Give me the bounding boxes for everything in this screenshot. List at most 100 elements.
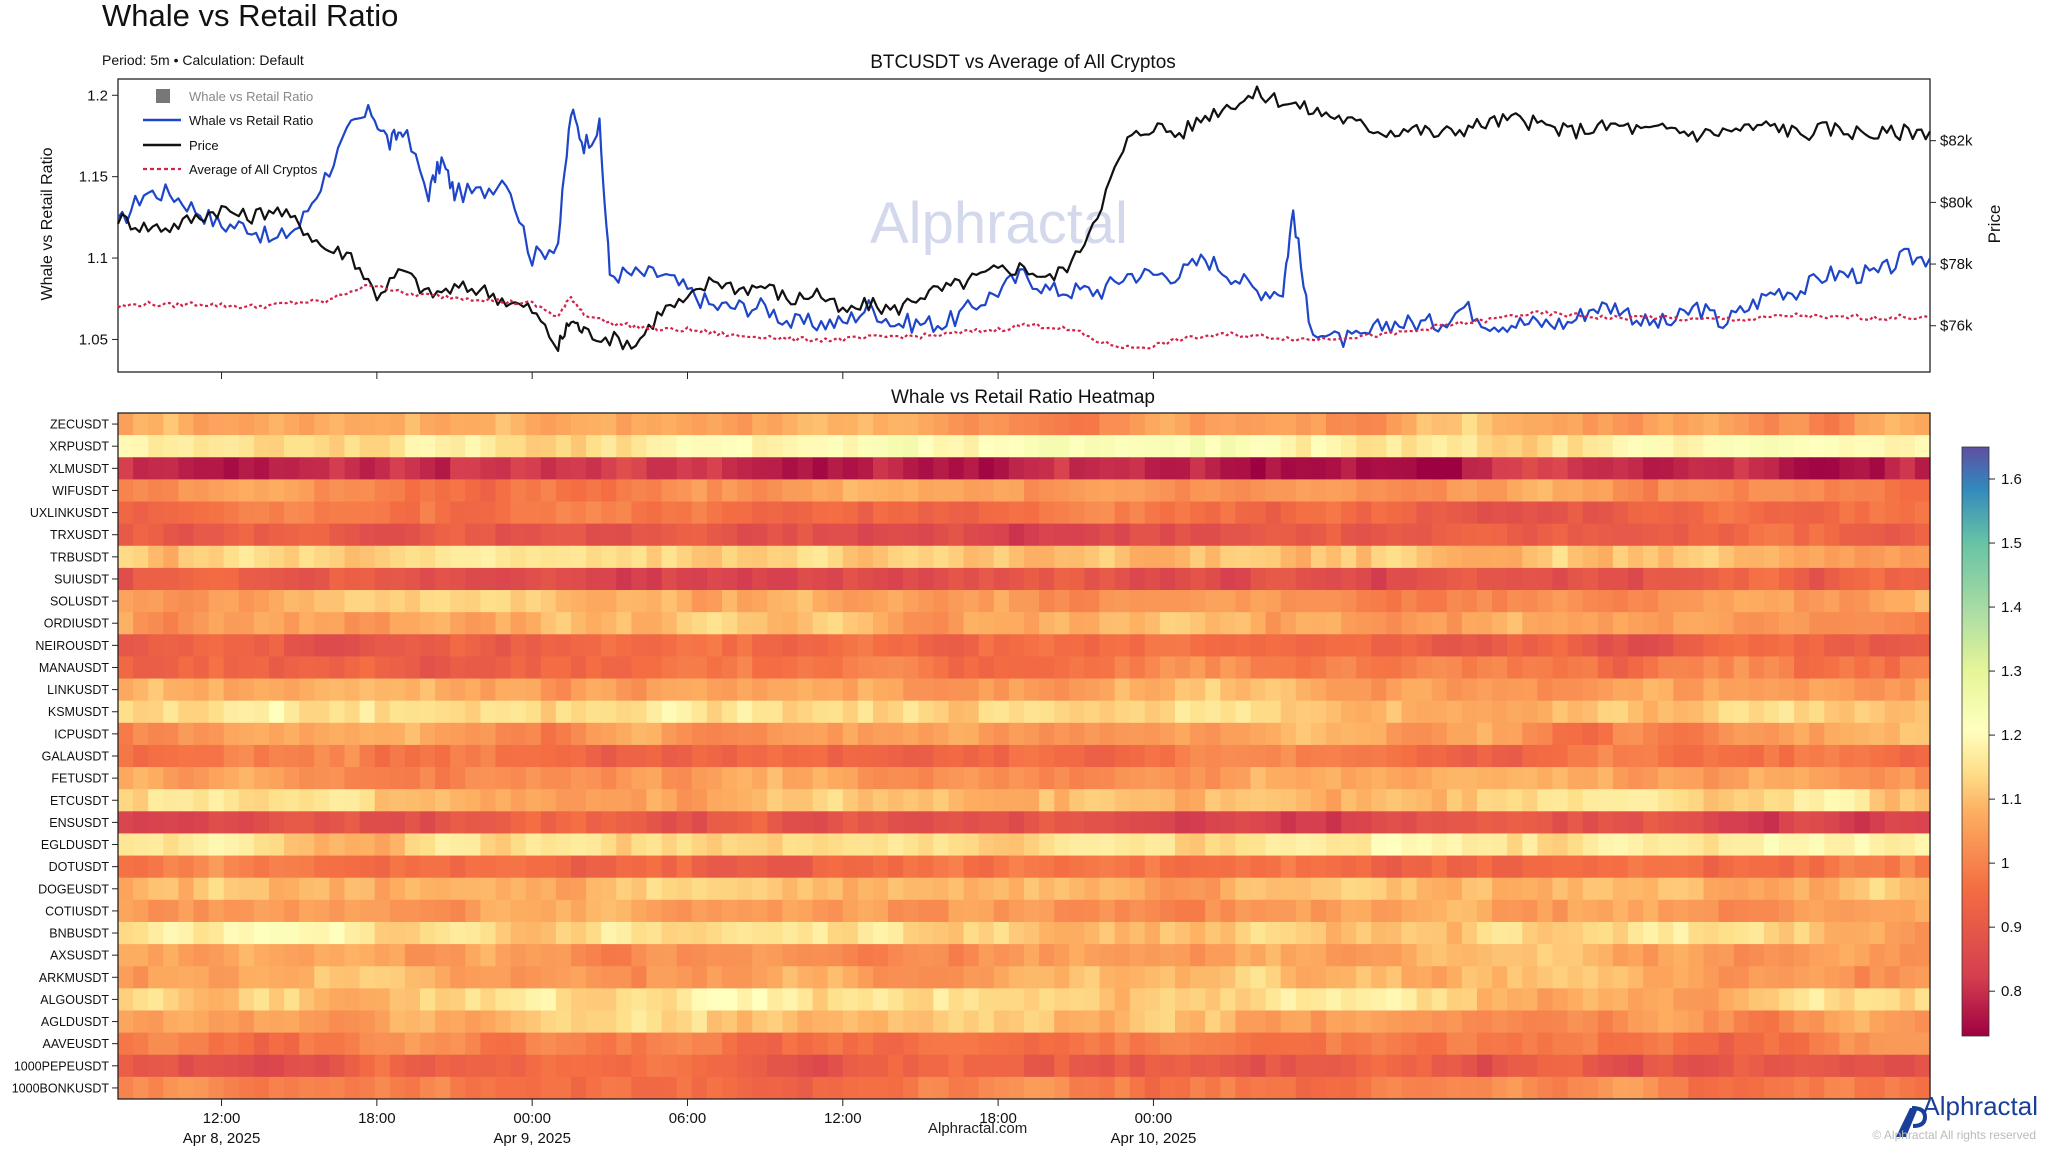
heatmap-cell xyxy=(1008,545,1025,569)
heatmap-cell xyxy=(1703,523,1720,547)
heatmap-cell xyxy=(133,479,149,502)
heatmap-cell xyxy=(1039,722,1055,746)
heatmap-cell xyxy=(344,1010,361,1034)
heatmap-cell xyxy=(586,678,602,702)
heatmap-cell xyxy=(842,789,859,812)
heatmap-cell xyxy=(1779,944,1795,967)
heatmap-cell xyxy=(586,479,602,502)
heatmap-cell xyxy=(1492,1010,1508,1034)
heatmap-cell xyxy=(1748,545,1765,569)
heatmap-cell xyxy=(1099,921,1116,945)
heatmap-cell xyxy=(495,988,512,1011)
heatmap-cell xyxy=(1733,523,1750,547)
heatmap-cell xyxy=(555,921,572,945)
heatmap-cell xyxy=(359,988,376,1011)
heatmap-cell xyxy=(208,921,225,945)
heatmap-cell xyxy=(1461,1076,1478,1100)
heatmap-row-label: XLMUSDT xyxy=(49,462,109,476)
heatmap-cell xyxy=(993,789,1010,812)
heatmap-cell xyxy=(208,634,225,657)
heatmap-cell xyxy=(223,944,240,967)
heatmap-cell xyxy=(435,744,451,768)
heatmap-cell xyxy=(1854,700,1871,724)
heatmap-cell xyxy=(510,545,527,569)
heatmap-cell xyxy=(752,567,768,591)
heatmap-cell xyxy=(827,744,844,768)
heatmap-cell xyxy=(797,435,814,458)
heatmap-cell xyxy=(344,833,361,856)
heatmap-cell xyxy=(435,479,451,502)
heatmap-cell xyxy=(374,944,391,967)
heatmap-cell xyxy=(374,1054,391,1078)
colorbar-tick-label: 0.9 xyxy=(2001,919,2022,936)
heatmap-cell xyxy=(480,501,497,525)
heatmap-cell xyxy=(1054,921,1070,945)
heatmap-cell xyxy=(1326,966,1342,989)
heatmap-cell xyxy=(1144,789,1161,812)
heatmap-cell xyxy=(1688,988,1705,1011)
heatmap-cell xyxy=(1763,722,1780,746)
heatmap-cell xyxy=(1054,700,1070,724)
heatmap-cell xyxy=(1069,899,1085,923)
heatmap-cell xyxy=(646,966,663,989)
heatmap-cell xyxy=(420,833,436,856)
heatmap-cell xyxy=(269,457,285,480)
heatmap-cell xyxy=(1280,700,1297,724)
heatmap-cell xyxy=(993,811,1010,834)
heatmap-cell xyxy=(1159,700,1176,724)
heatmap-cell xyxy=(208,413,225,436)
heatmap-cell xyxy=(1763,811,1780,834)
heatmap-cell xyxy=(1628,435,1644,458)
heatmap-cell xyxy=(163,413,179,436)
heatmap-cell xyxy=(1099,899,1116,923)
heatmap-cell xyxy=(1688,744,1705,768)
heatmap-cell xyxy=(1159,767,1176,790)
heatmap-cell xyxy=(1763,833,1780,856)
heatmap-cell xyxy=(1914,457,1931,480)
x-tick-label: 12:00 xyxy=(824,1110,862,1127)
heatmap-cell xyxy=(616,966,632,989)
heatmap-cell xyxy=(1250,545,1267,569)
heatmap-cell xyxy=(1703,1054,1720,1078)
heatmap-cell xyxy=(163,1054,179,1078)
heatmap-cell xyxy=(510,612,527,635)
heatmap-cell xyxy=(193,855,210,879)
heatmap-cell xyxy=(480,612,497,635)
heatmap-cell xyxy=(1069,457,1085,480)
heatmap-cell xyxy=(1159,413,1176,436)
heatmap-cell xyxy=(918,988,934,1011)
heatmap-cell xyxy=(1341,479,1357,502)
heatmap-cell xyxy=(1612,634,1629,657)
heatmap-cell xyxy=(238,988,255,1011)
heatmap-cell xyxy=(1854,899,1871,923)
heatmap-cell xyxy=(857,1010,874,1034)
heatmap-cell xyxy=(1008,789,1025,812)
heatmap-cell xyxy=(1794,612,1810,635)
heatmap-cell xyxy=(661,988,678,1011)
heatmap-cell xyxy=(676,722,693,746)
heatmap-cell xyxy=(1250,1010,1267,1034)
heatmap-cell xyxy=(1477,700,1493,724)
heatmap-cell xyxy=(1461,1032,1478,1056)
heatmap-cell xyxy=(1129,1054,1146,1078)
heatmap-cell xyxy=(1326,567,1342,591)
heatmap-cell xyxy=(722,545,738,569)
heatmap-cell xyxy=(827,833,844,856)
heatmap-cell xyxy=(1779,1010,1795,1034)
legend-label-0: Whale vs Retail Ratio xyxy=(189,89,313,104)
heatmap-cell xyxy=(706,988,723,1011)
heatmap-cell xyxy=(933,612,950,635)
heatmap-cell xyxy=(601,855,617,879)
heatmap-cell xyxy=(1869,811,1886,834)
heatmap-cell xyxy=(1794,899,1810,923)
heatmap-cell xyxy=(752,656,768,679)
heatmap-cell xyxy=(842,545,859,569)
heatmap-cell xyxy=(1310,678,1327,702)
heatmap-cell xyxy=(586,833,602,856)
heatmap-cell xyxy=(1914,567,1931,591)
heatmap-cell xyxy=(676,744,693,768)
heatmap-cell xyxy=(661,1010,678,1034)
heatmap-cell xyxy=(253,545,270,569)
heatmap-cell xyxy=(993,501,1010,525)
heatmap-cell xyxy=(586,700,602,724)
